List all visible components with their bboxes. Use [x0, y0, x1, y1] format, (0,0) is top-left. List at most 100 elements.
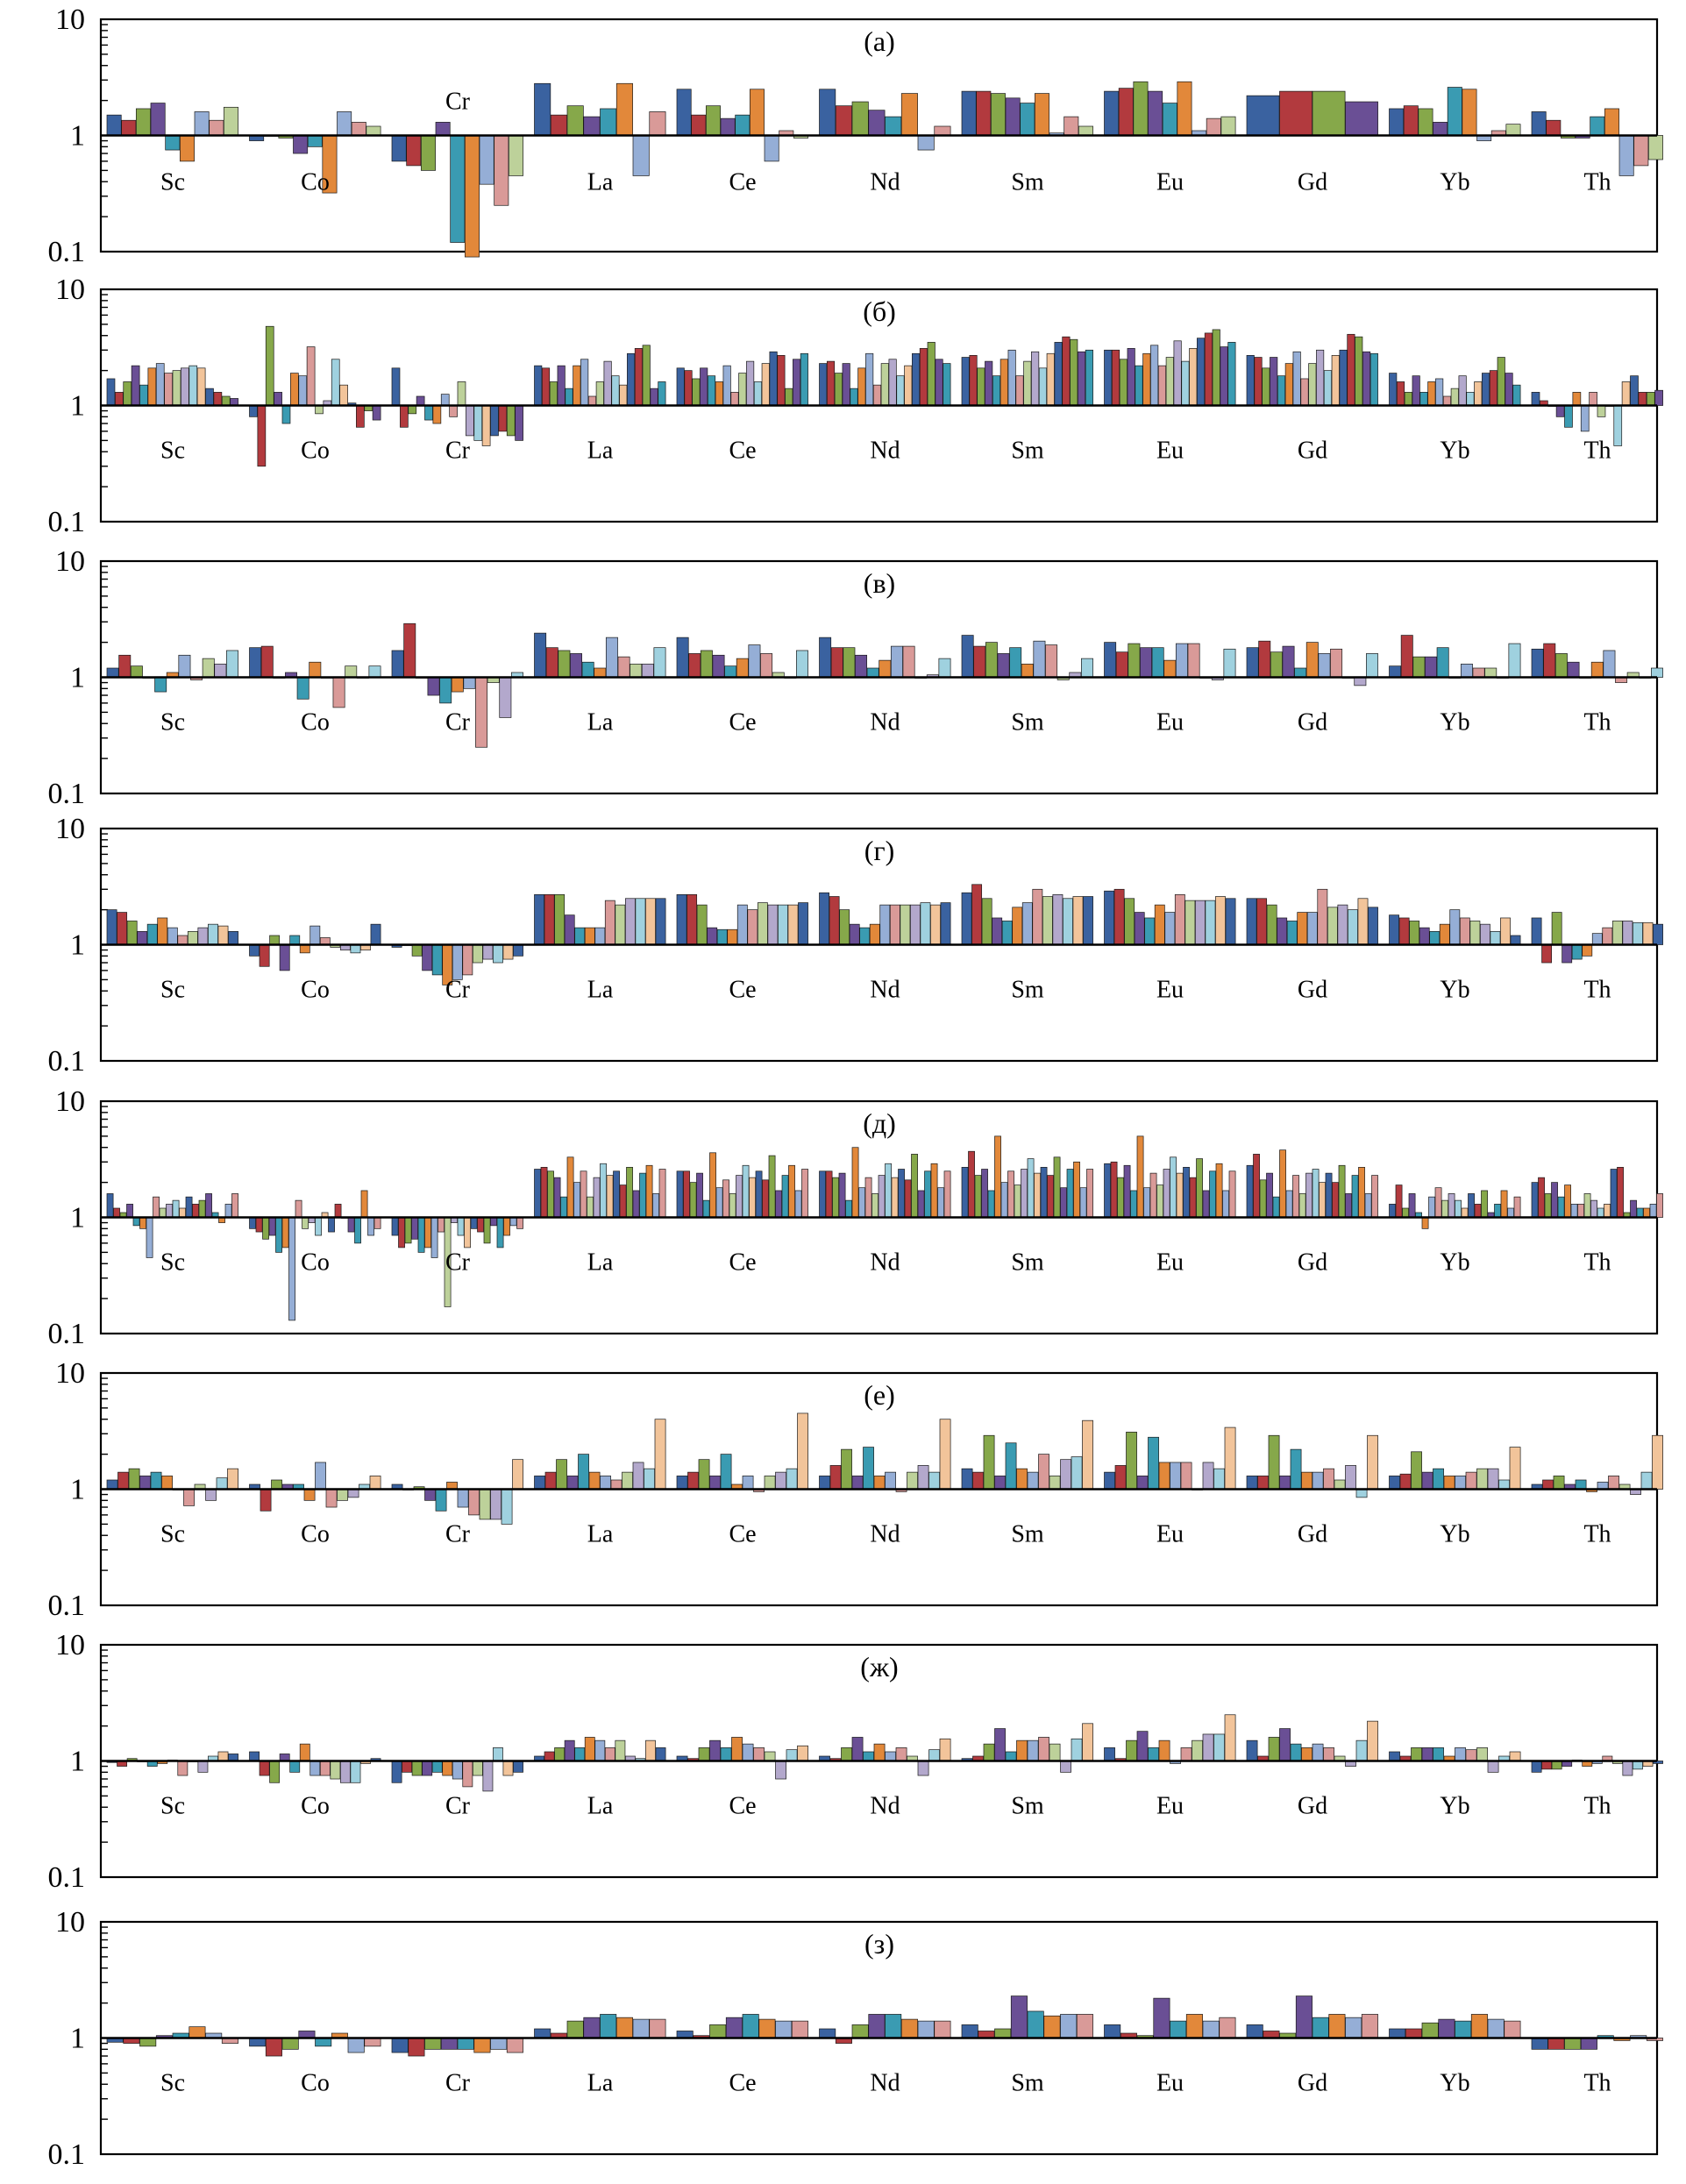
chart-panel-5: 10 1 0.1 Sc Co Cr La Ce Nd Sm Eu Gd Yb Th (д): [48, 1085, 1663, 1350]
bar-yb-10: [1479, 923, 1490, 945]
bar-la-5: [560, 1196, 567, 1218]
bar-co-6: [303, 1489, 316, 1501]
bar-sm-10: [1052, 893, 1064, 945]
bar-sc-8: [183, 1489, 195, 1506]
bar-th-7: [1591, 933, 1603, 945]
bar-cr-1: [391, 1761, 402, 1783]
bar-la-6: [566, 1156, 574, 1218]
bar-nd-8: [889, 904, 900, 945]
bar-co-1: [249, 405, 258, 417]
bar-th-2: [1542, 1479, 1554, 1490]
bar-co-8: [306, 346, 316, 406]
bar-la-8: [580, 1170, 587, 1218]
bar-yb-7: [1449, 909, 1461, 945]
bar-ce-8: [747, 909, 758, 945]
bar-co-12: [339, 384, 348, 406]
bar-co-8: [319, 1761, 331, 1776]
bar-co-1: [249, 2038, 267, 2047]
category-label-la: La: [587, 169, 614, 196]
bar-ce-15: [768, 1155, 776, 1218]
bar-sm-8: [1045, 644, 1058, 678]
bar-co-7: [309, 925, 321, 945]
bar-th-5: [1557, 1196, 1565, 1218]
bar-series: [106, 884, 1663, 985]
category-label-th: Th: [1583, 2070, 1611, 2097]
category-label-gd: Gd: [1298, 977, 1327, 1004]
bar-cr-1: [391, 2038, 409, 2053]
bar-la-14: [634, 348, 643, 406]
bar-sc-16: [205, 1193, 212, 1218]
bar-sc-5: [150, 1471, 162, 1490]
bar-gd-2: [1258, 640, 1271, 678]
bar-cr-6: [464, 135, 480, 258]
bar-gd-2: [1257, 1476, 1269, 1490]
bar-la-9: [595, 381, 604, 406]
bar-eu-7: [1170, 1462, 1181, 1490]
category-label-gd: Gd: [1298, 2070, 1327, 2097]
bar-eu-17: [1227, 342, 1236, 406]
bar-co-11: [315, 1217, 322, 1236]
bar-ce-10: [767, 904, 779, 945]
bar-eu-2: [1110, 1161, 1118, 1218]
bar-cr-8: [475, 677, 488, 748]
bar-sm-3: [983, 1434, 995, 1490]
bar-th-1: [1531, 2038, 1548, 2050]
bar-yb-15: [1481, 1190, 1488, 1218]
bar-ce-5: [707, 375, 716, 406]
bar-la-8: [617, 656, 630, 678]
category-label-yb: Yb: [1440, 1793, 1469, 1820]
bar-yb-4: [1408, 1193, 1416, 1218]
bar-sc-2: [117, 912, 128, 945]
bar-co-11: [331, 359, 340, 406]
bar-nd-11: [938, 658, 951, 678]
bar-th-4: [1562, 944, 1573, 964]
bar-sc-4: [137, 931, 148, 945]
bar-series: [106, 81, 1663, 258]
bar-ce-12: [761, 363, 770, 406]
bar-cr-10: [466, 405, 474, 437]
bar-nd-9: [900, 904, 911, 945]
bar-sm-13: [1040, 1166, 1048, 1218]
category-label-ce: Ce: [729, 977, 756, 1004]
bar-sm-3: [983, 1743, 995, 1761]
bar-sm-7: [1021, 902, 1033, 945]
bar-nd-18: [930, 1163, 938, 1218]
bar-cr-8: [506, 2038, 523, 2053]
chart-panel-7: 10 1 0.1 Sc Co Cr La Ce Nd Sm Eu Gd Yb Th (ж): [48, 1629, 1663, 1894]
bar-cr-5: [439, 677, 452, 704]
bar-eu-11: [1205, 900, 1216, 945]
bar-th-11: [1633, 1761, 1643, 1770]
bar-eu-11: [1181, 360, 1190, 406]
bar-sc-13: [205, 388, 214, 406]
bar-cr-13: [513, 944, 523, 957]
bar-co-8: [351, 122, 366, 136]
bar-cr-8: [468, 1489, 480, 1516]
bar-nd-8: [934, 2020, 951, 2038]
bar-ce-6: [715, 381, 723, 406]
bar-co-3: [269, 1761, 281, 1783]
bar-nd-3: [851, 101, 869, 136]
bar-co-19: [367, 1217, 374, 1236]
bar-nd-9: [871, 1193, 879, 1218]
bar-ce-9: [757, 902, 768, 945]
y-tick-label: 1: [70, 390, 85, 423]
bar-cr-1: [391, 650, 404, 678]
y-axis-ticks: [101, 1644, 113, 1878]
bar-eu-1: [1104, 349, 1113, 406]
bar-nd-1: [819, 637, 832, 678]
bar-sm-12: [1034, 1172, 1041, 1218]
bar-yb-4: [1421, 1471, 1433, 1490]
bar-nd-1: [819, 1170, 826, 1218]
bar-cr-12: [481, 405, 491, 446]
bar-ce-17: [800, 352, 808, 406]
bar-la-2: [544, 1751, 555, 1761]
bar-sm-6: [1021, 664, 1034, 678]
bar-sm-12: [1082, 1419, 1093, 1490]
bar-gd-5: [1290, 1448, 1302, 1490]
bar-la-1: [534, 2028, 551, 2038]
category-label-la: La: [587, 977, 614, 1004]
bar-yb-11: [1466, 392, 1475, 406]
bar-th-18: [1643, 1207, 1650, 1218]
bar-eu-13: [1197, 338, 1206, 406]
bar-la-10: [641, 664, 654, 678]
